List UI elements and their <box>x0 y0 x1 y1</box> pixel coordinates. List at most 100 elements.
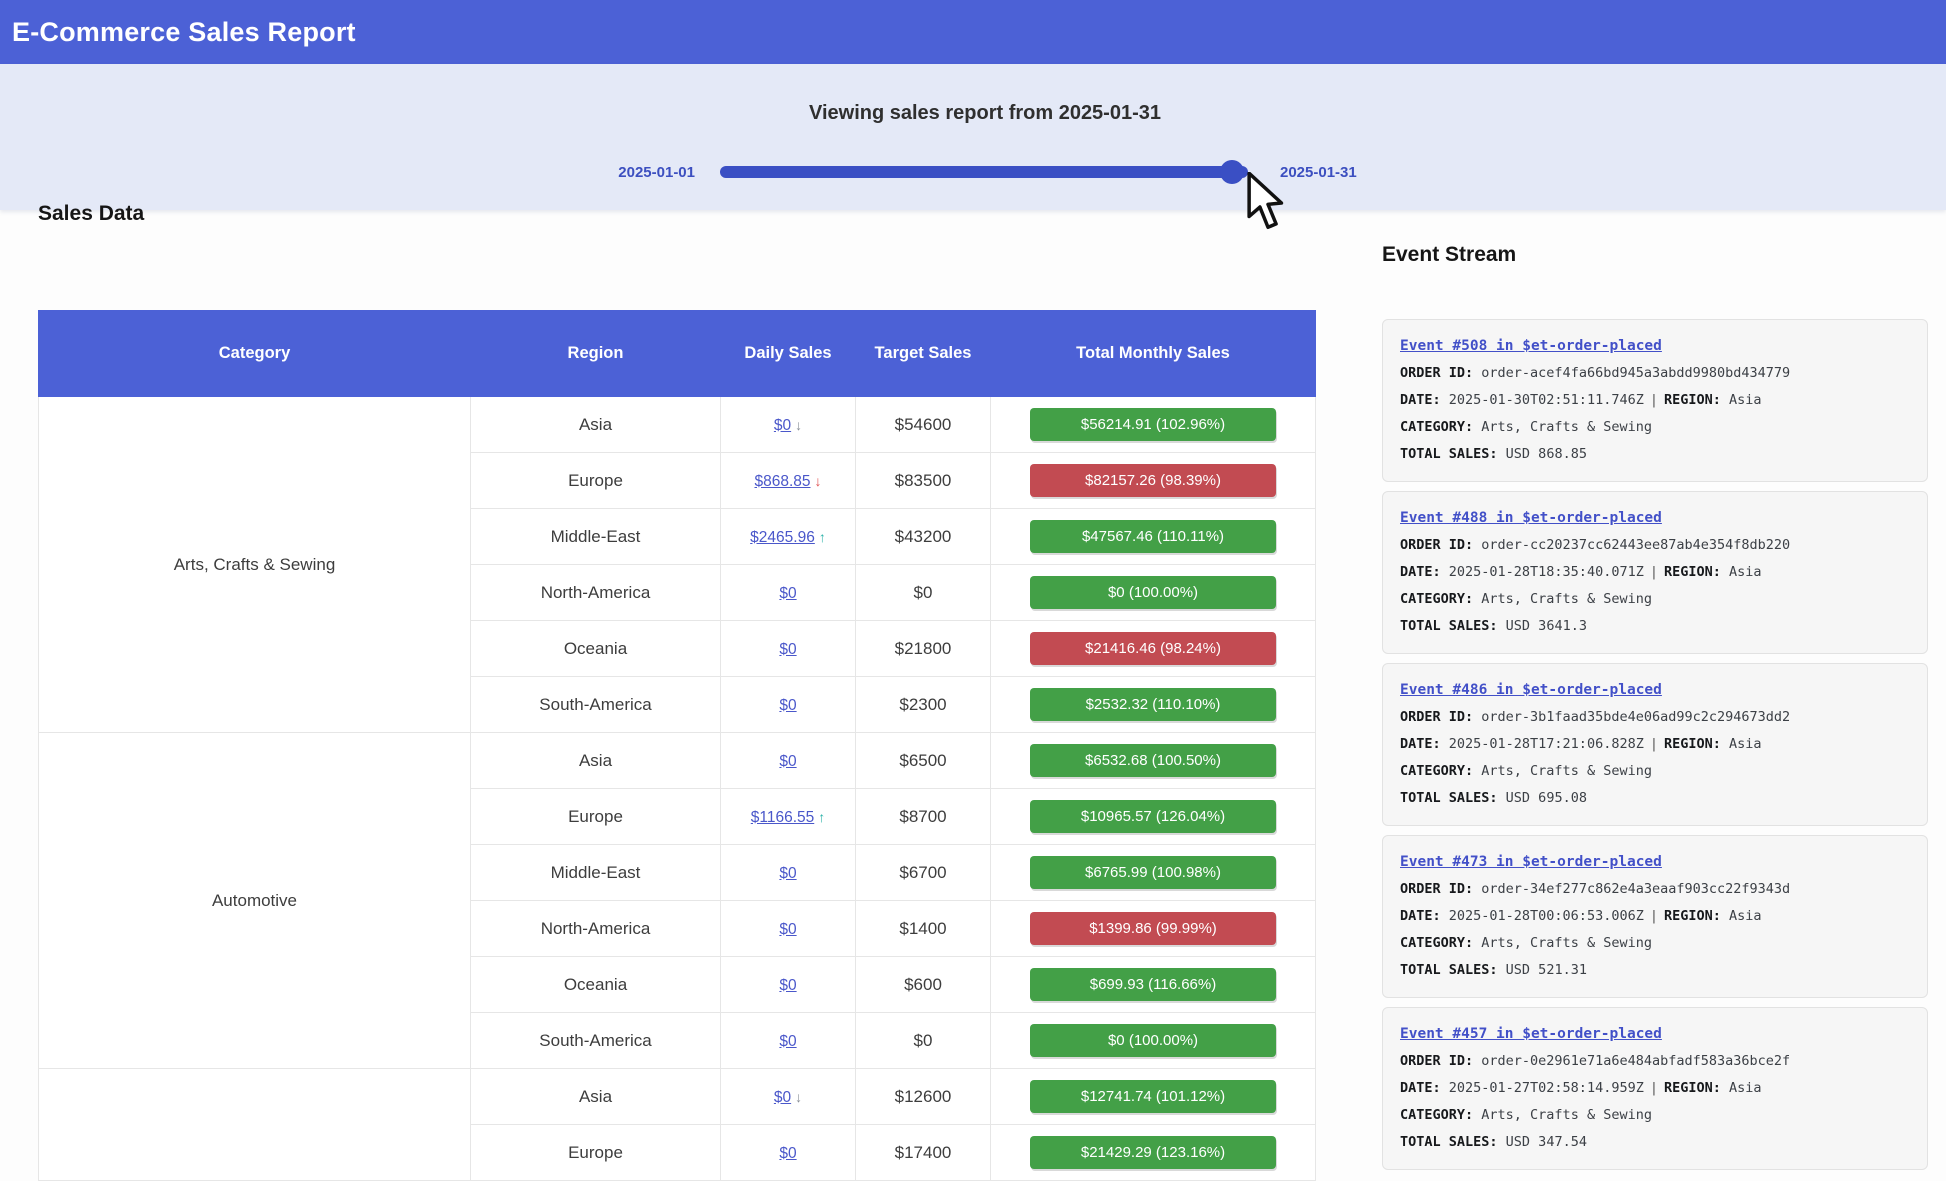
region-cell: Europe <box>470 1124 721 1181</box>
table-row: South-America $0 $2300 $2532.32 (110.10%) <box>39 676 1316 733</box>
trend-down-icon: ↓ <box>795 416 803 433</box>
trend-down-icon: ↓ <box>795 1088 803 1105</box>
slider-min-date-label: 2025-01-01 <box>618 164 695 181</box>
region-cell: Europe <box>470 788 721 845</box>
monthly-sales-badge: $6765.99 (100.98%) <box>1030 856 1276 889</box>
app-title: E-Commerce Sales Report <box>12 16 356 47</box>
total-monthly-sales-cell: $1399.86 (99.99%) <box>990 900 1316 957</box>
daily-sales-cell: $0 <box>720 956 856 1013</box>
monthly-sales-badge: $21416.46 (98.24%) <box>1030 632 1276 665</box>
category-cell: Arts, Crafts & Sewing <box>38 396 471 733</box>
monthly-sales-badge: $56214.91 (102.96%) <box>1030 408 1276 441</box>
region-cell: Oceania <box>470 956 721 1013</box>
monthly-sales-badge: $1399.86 (99.99%) <box>1030 912 1276 945</box>
daily-sales-link[interactable]: $0 <box>779 1144 797 1162</box>
event-detail-line: CATEGORY: Arts, Crafts & Sewing <box>1400 935 1652 951</box>
slider-max-date-label: 2025-01-31 <box>1280 164 1357 181</box>
target-sales-cell: $21800 <box>855 620 991 677</box>
region-cell: North-America <box>470 564 721 621</box>
total-monthly-sales-cell: $0 (100.00%) <box>990 1012 1316 1069</box>
total-monthly-sales-cell: $21429.29 (123.16%) <box>990 1124 1316 1181</box>
event-link[interactable]: Event #508 in $et-order-placed <box>1400 338 1662 354</box>
daily-sales-link[interactable]: $2465.96 <box>750 528 815 546</box>
date-slider-section: Viewing sales report from 2025-01-31 202… <box>0 64 1946 230</box>
event-detail-line: TOTAL SALES: USD 347.54 <box>1400 1134 1587 1150</box>
table-row: Arts, Crafts & Sewing Asia $0 ↓ $54600 $56214… <box>38 396 1316 733</box>
daily-sales-link[interactable]: $0 <box>779 640 797 658</box>
column-header-daily-sales: Daily Sales <box>720 310 856 397</box>
target-sales-cell: $83500 <box>855 452 991 509</box>
daily-sales-link[interactable]: $0 <box>773 1088 792 1106</box>
target-sales-cell: $12600 <box>855 1068 991 1125</box>
daily-sales-cell: $0 <box>720 732 856 789</box>
column-header-category: Category <box>38 310 471 397</box>
daily-sales-link[interactable]: $0 <box>779 864 797 882</box>
event-stream-list: Event #508 in $et-order-placed ORDER ID: … <box>1382 319 1928 1170</box>
event-detail-line: TOTAL SALES: USD 521.31 <box>1400 962 1587 978</box>
daily-sales-link[interactable]: $0 <box>773 416 792 434</box>
monthly-sales-badge: $0 (100.00%) <box>1030 576 1276 609</box>
daily-sales-cell: $0 <box>720 620 856 677</box>
daily-sales-link[interactable]: $868.85 <box>754 472 811 490</box>
total-monthly-sales-cell: $6765.99 (100.98%) <box>990 844 1316 901</box>
event-detail-line: CATEGORY: Arts, Crafts & Sewing <box>1400 419 1652 435</box>
table-header-row: Category Region Daily Sales Target Sales… <box>38 310 1316 397</box>
monthly-sales-badge: $21429.29 (123.16%) <box>1030 1136 1276 1169</box>
column-header-target-sales: Target Sales <box>855 310 991 397</box>
daily-sales-link[interactable]: $0 <box>779 752 797 770</box>
event-detail-line: DATE: 2025-01-28T18:35:40.071Z | REGION: A… <box>1400 564 1762 580</box>
total-monthly-sales-cell: $56214.91 (102.96%) <box>990 396 1316 453</box>
event-detail-line: DATE: 2025-01-30T02:51:11.746Z | REGION: A… <box>1400 392 1762 408</box>
region-cell: Asia <box>470 396 721 453</box>
event-card: Event #488 in $et-order-placed ORDER ID: … <box>1382 491 1928 654</box>
daily-sales-link[interactable]: $0 <box>779 696 797 714</box>
event-link[interactable]: Event #457 in $et-order-placed <box>1400 1026 1662 1042</box>
table-row: Europe $1166.55 ↑ $8700 $10965.57 (126.04%) <box>39 788 1316 845</box>
table-row: Europe $868.85 ↓ $83500 $82157.26 (98.39%) <box>39 452 1316 509</box>
target-sales-cell: $43200 <box>855 508 991 565</box>
monthly-sales-badge: $47567.46 (110.11%) <box>1030 520 1276 553</box>
event-detail-line: CATEGORY: Arts, Crafts & Sewing <box>1400 763 1652 779</box>
slider-caption: Viewing sales report from 2025-01-31 <box>808 102 1161 124</box>
target-sales-cell: $6500 <box>855 732 991 789</box>
total-monthly-sales-cell: $12741.74 (101.12%) <box>990 1068 1316 1125</box>
event-link[interactable]: Event #488 in $et-order-placed <box>1400 510 1662 526</box>
event-link[interactable]: Event #473 in $et-order-placed <box>1400 854 1662 870</box>
target-sales-cell: $54600 <box>855 396 991 453</box>
mouse-cursor-icon <box>1247 172 1284 230</box>
daily-sales-cell: $0 <box>720 676 856 733</box>
date-slider-track[interactable] <box>720 166 1248 178</box>
total-monthly-sales-cell: $10965.57 (126.04%) <box>990 788 1316 845</box>
target-sales-cell: $17400 <box>855 1124 991 1181</box>
trend-up-icon: ↑ <box>818 808 826 825</box>
total-monthly-sales-cell: $0 (100.00%) <box>990 564 1316 621</box>
event-detail-line: ORDER ID: order-acef4fa66bd945a3abdd9980… <box>1400 365 1791 381</box>
monthly-sales-badge: $6532.68 (100.50%) <box>1030 744 1276 777</box>
monthly-sales-badge: $12741.74 (101.12%) <box>1030 1080 1276 1113</box>
event-link[interactable]: Event #486 in $et-order-placed <box>1400 682 1662 698</box>
daily-sales-link[interactable]: $0 <box>779 584 797 602</box>
event-detail-line: ORDER ID: order-0e2961e71a6e484abfadf583… <box>1400 1053 1791 1069</box>
daily-sales-cell: $1166.55 ↑ <box>720 788 856 845</box>
sales-table: Category Region Daily Sales Target Sales… <box>38 310 1316 1181</box>
daily-sales-link[interactable]: $0 <box>779 1032 797 1050</box>
event-card: Event #508 in $et-order-placed ORDER ID: … <box>1382 319 1928 482</box>
target-sales-cell: $1400 <box>855 900 991 957</box>
daily-sales-cell: $0 ↓ <box>720 396 856 453</box>
event-card: Event #486 in $et-order-placed ORDER ID: … <box>1382 663 1928 826</box>
region-cell: Europe <box>470 452 721 509</box>
table-row: South-America $0 $0 $0 (100.00%) <box>39 1012 1316 1069</box>
event-detail-line: DATE: 2025-01-28T17:21:06.828Z | REGION: A… <box>1400 736 1762 752</box>
total-monthly-sales-cell: $82157.26 (98.39%) <box>990 452 1316 509</box>
daily-sales-cell: $0 <box>720 564 856 621</box>
daily-sales-link[interactable]: $0 <box>779 920 797 938</box>
event-card: Event #473 in $et-order-placed ORDER ID: … <box>1382 835 1928 998</box>
column-header-region: Region <box>470 310 721 397</box>
event-detail-line: CATEGORY: Arts, Crafts & Sewing <box>1400 591 1652 607</box>
event-card: Event #457 in $et-order-placed ORDER ID: … <box>1382 1007 1928 1170</box>
date-slider-thumb[interactable] <box>1220 160 1245 184</box>
daily-sales-link[interactable]: $1166.55 <box>750 808 815 826</box>
daily-sales-link[interactable]: $0 <box>779 976 797 994</box>
total-monthly-sales-cell: $21416.46 (98.24%) <box>990 620 1316 677</box>
daily-sales-cell: $2465.96 ↑ <box>720 508 856 565</box>
